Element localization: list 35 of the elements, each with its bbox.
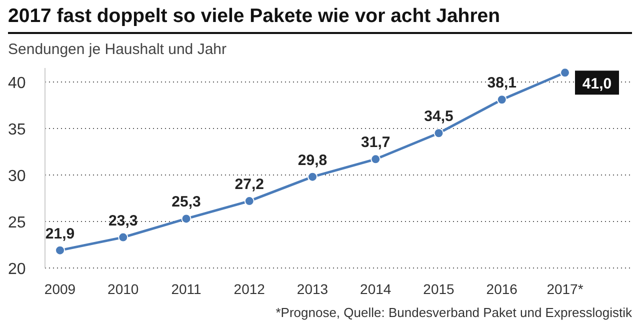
y-tick-label: 25 bbox=[8, 214, 26, 232]
point bbox=[370, 154, 381, 164]
data-label: 41,0 bbox=[582, 76, 612, 93]
x-tick-label: 2012 bbox=[234, 281, 266, 297]
x-tick-label: 2017* bbox=[546, 281, 584, 297]
x-tick-label: 2015 bbox=[423, 281, 455, 297]
data-label: 38,1 bbox=[487, 74, 516, 92]
point bbox=[118, 232, 128, 242]
point bbox=[560, 68, 570, 78]
x-tick-label: 2013 bbox=[296, 281, 328, 297]
data-label: 25,3 bbox=[172, 194, 201, 211]
data-label: 29,8 bbox=[298, 152, 328, 169]
data-label: 27,2 bbox=[234, 176, 264, 194]
point bbox=[181, 214, 192, 224]
point bbox=[308, 172, 318, 182]
x-tick-label: 2014 bbox=[360, 281, 392, 297]
chart-title: 2017 fast doppelt so viele Pakete wie vor acht Jahren bbox=[8, 5, 500, 27]
y-tick-label: 20 bbox=[8, 261, 26, 278]
point bbox=[55, 245, 65, 256]
data-label: 34,5 bbox=[424, 108, 454, 126]
x-tick-label: 2010 bbox=[108, 281, 139, 297]
point bbox=[496, 94, 507, 105]
data-label: 31,7 bbox=[361, 134, 390, 152]
y-tick-label: 40 bbox=[8, 74, 26, 92]
data-label: 21,9 bbox=[45, 225, 75, 242]
point bbox=[244, 196, 254, 206]
y-tick-label: 35 bbox=[8, 121, 26, 138]
text: *Prognose, Quelle: Bundesverband Paket und Expresslogistik bbox=[276, 305, 632, 320]
y-tick-label: 30 bbox=[8, 168, 26, 185]
data-label: 23,3 bbox=[108, 212, 138, 230]
chart-subtitle: Sendungen je Haushalt und Jahr bbox=[8, 41, 226, 58]
x-tick-label: 2011 bbox=[171, 281, 202, 297]
x-tick-label: 2009 bbox=[44, 281, 76, 297]
point bbox=[434, 128, 444, 138]
x-tick-label: 2016 bbox=[486, 281, 518, 297]
